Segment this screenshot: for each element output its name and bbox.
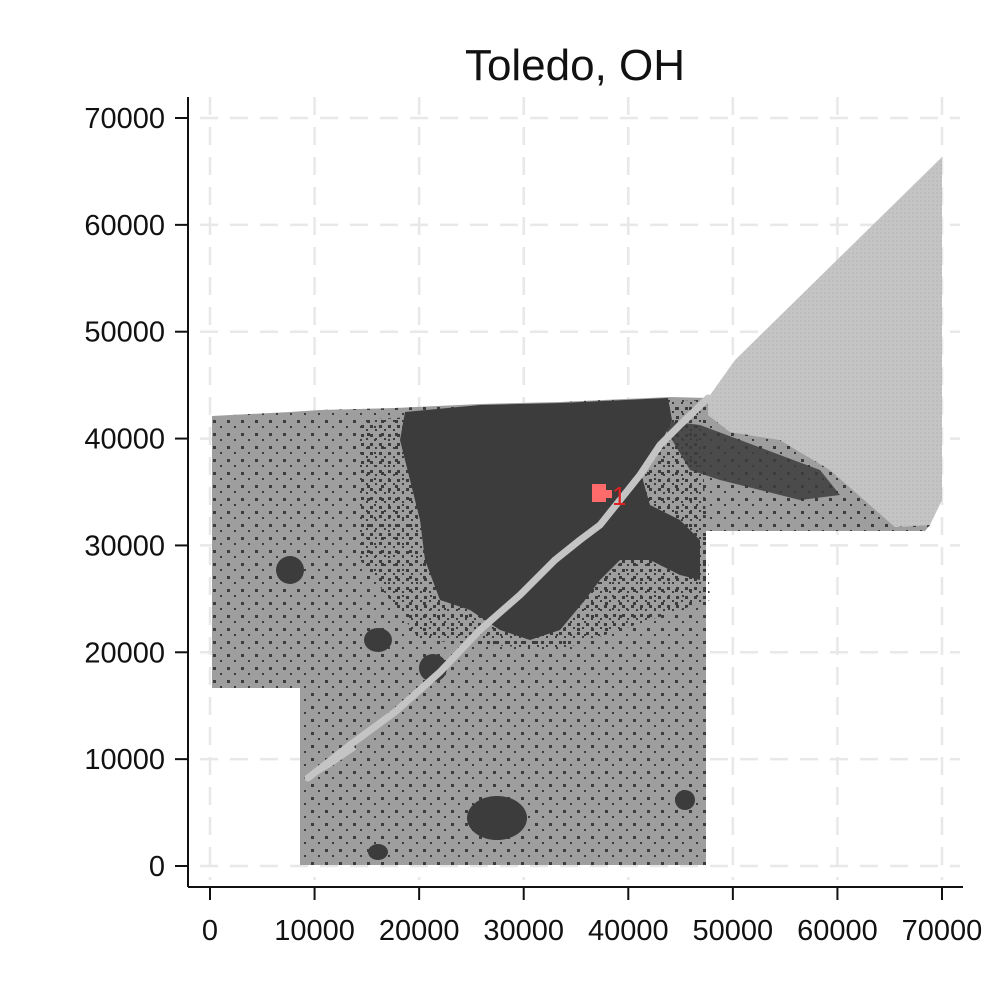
x-tick-label: 50000 — [693, 915, 774, 947]
urban-core-texture — [360, 400, 710, 650]
x-tick-label: 30000 — [483, 915, 564, 947]
y-tick-label: 30000 — [84, 530, 165, 562]
x-tick-label: 70000 — [902, 915, 983, 947]
river-lower — [306, 746, 357, 780]
town-east — [675, 790, 695, 810]
y-tick-label: 40000 — [84, 424, 165, 456]
y-tick-label: 10000 — [84, 744, 165, 776]
y-axis-ticks: 0 10000 20000 30000 40000 50000 60000 70000 — [84, 103, 188, 883]
x-tick-label: 10000 — [274, 915, 355, 947]
y-tick-label: 50000 — [84, 317, 165, 349]
town-west — [364, 628, 392, 652]
y-tick-label: 20000 — [84, 637, 165, 669]
map-regions — [212, 157, 942, 865]
marker-shape-tail — [604, 490, 612, 498]
x-tick-label: 40000 — [588, 915, 669, 947]
lake-region — [708, 157, 942, 527]
map-title: Toledo, OH — [465, 41, 685, 90]
location-marker: 1 — [592, 481, 626, 511]
x-axis-ticks: 0 10000 20000 30000 40000 50000 60000 70000 — [202, 887, 982, 947]
river — [304, 394, 712, 782]
x-tick-label: 0 — [202, 915, 218, 947]
y-tick-label: 60000 — [84, 210, 165, 242]
town-southwest-small — [368, 844, 388, 860]
town-south — [467, 796, 527, 840]
y-tick-label: 0 — [149, 851, 165, 883]
marker-shape — [592, 484, 606, 502]
marker-label: 1 — [612, 481, 626, 511]
east-urban-strip — [660, 420, 840, 500]
x-tick-label: 20000 — [379, 915, 460, 947]
town-southwest — [276, 556, 304, 584]
x-tick-label: 60000 — [797, 915, 878, 947]
y-tick-label: 70000 — [84, 103, 165, 135]
